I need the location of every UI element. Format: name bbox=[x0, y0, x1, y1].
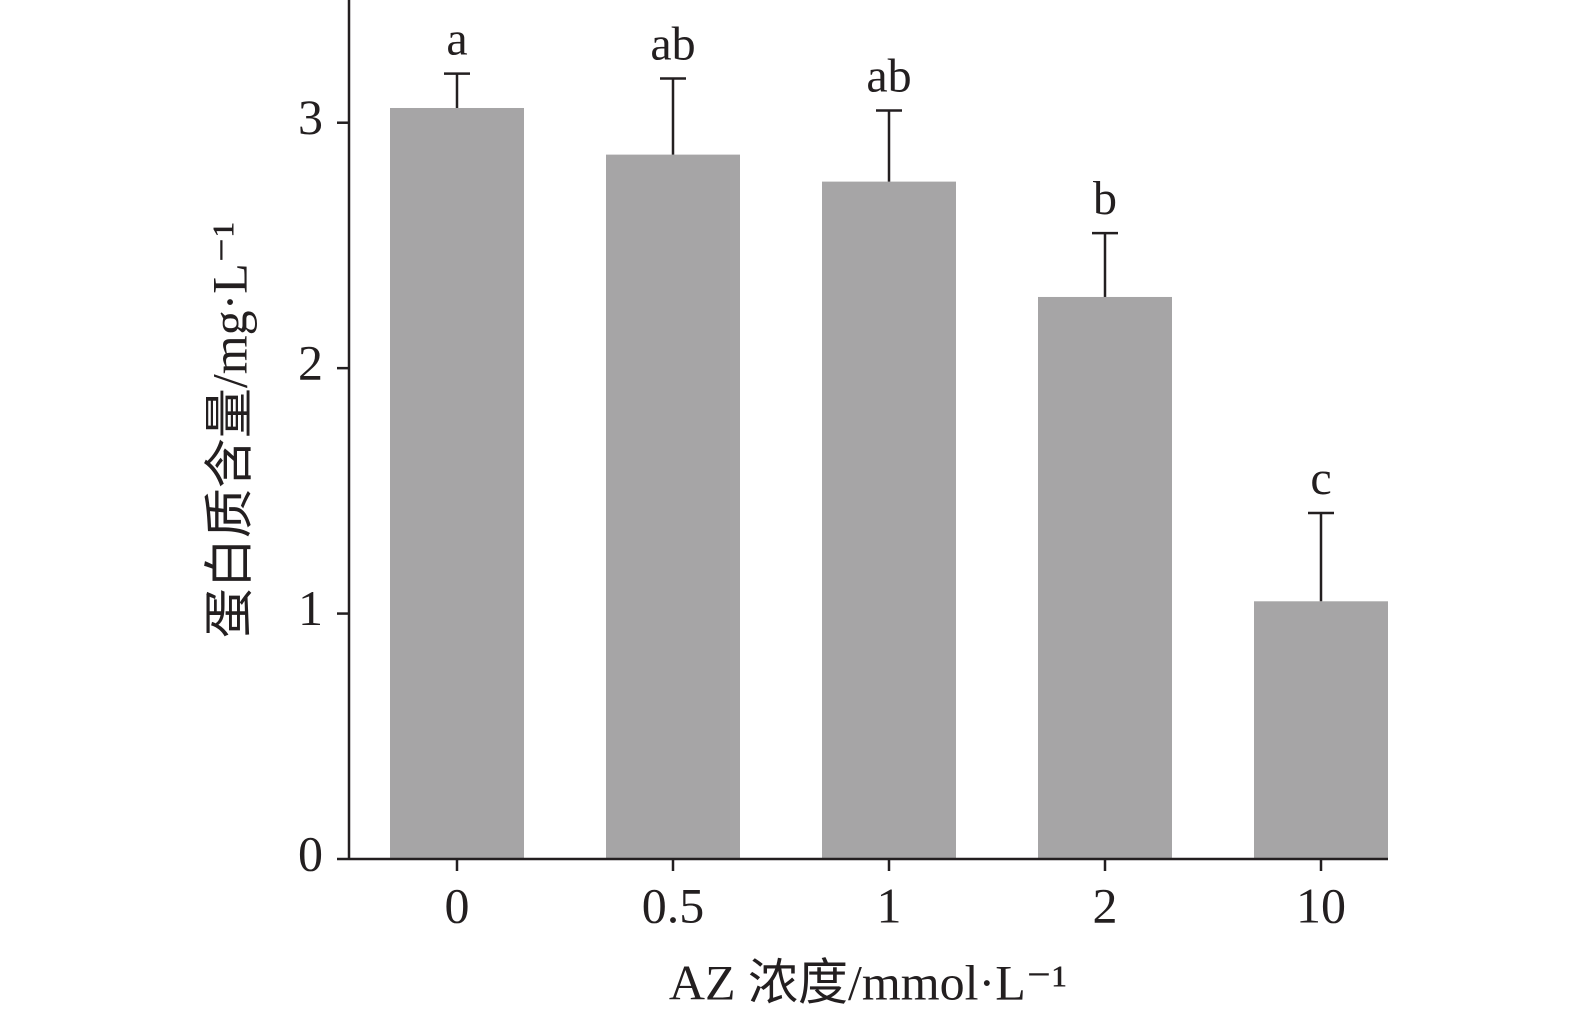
y-tick-label: 3 bbox=[298, 89, 323, 145]
bar bbox=[1038, 296, 1172, 859]
bar bbox=[390, 107, 524, 859]
y-axis-title: 蛋白质含量/mg·L⁻¹ bbox=[201, 222, 257, 638]
bar bbox=[1254, 601, 1388, 859]
y-tick-label: 0 bbox=[298, 825, 323, 881]
x-tick-label: 1 bbox=[877, 877, 902, 933]
significance-label: a bbox=[446, 13, 467, 66]
y-tick-label: 1 bbox=[298, 580, 323, 636]
x-tick-label: 0 bbox=[445, 877, 470, 933]
bar bbox=[822, 181, 956, 860]
x-axis-title: AZ 浓度/mmol·L⁻¹ bbox=[669, 954, 1067, 1010]
bar bbox=[606, 154, 740, 859]
x-tick-label: 2 bbox=[1093, 877, 1118, 933]
x-tick-label: 10 bbox=[1296, 877, 1346, 933]
y-tick-label: 2 bbox=[298, 335, 323, 391]
significance-label: ab bbox=[650, 18, 695, 71]
significance-label: b bbox=[1093, 172, 1117, 225]
x-tick-label: 0.5 bbox=[642, 877, 705, 933]
significance-label: c bbox=[1310, 452, 1331, 505]
significance-label: ab bbox=[866, 49, 911, 102]
